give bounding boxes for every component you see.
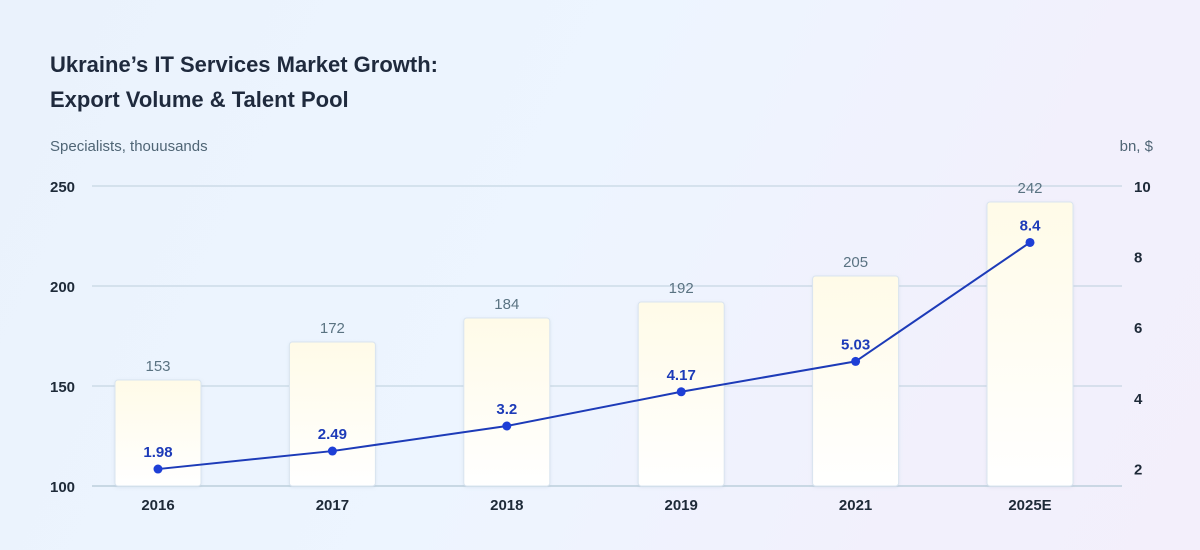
bar bbox=[463, 317, 551, 487]
gridlines bbox=[92, 185, 1122, 487]
right-tick-label: 6 bbox=[1134, 320, 1142, 337]
x-tick-label: 2016 bbox=[141, 497, 174, 514]
chart-title-line-2: Export Volume & Talent Pool bbox=[50, 87, 349, 112]
line-value-label: 3.2 bbox=[496, 401, 517, 418]
bar-value-label: 184 bbox=[494, 296, 519, 313]
export-line: 1.98 2.49 3.2 4.17 5.03 8.4 bbox=[143, 217, 1042, 474]
line-value-label: 1.98 bbox=[143, 444, 172, 461]
x-tick-label: 2025E bbox=[1008, 497, 1051, 514]
bar bbox=[986, 201, 1074, 487]
bar-value-label: 192 bbox=[669, 280, 694, 297]
line-value-label: 5.03 bbox=[841, 336, 870, 353]
left-tick-label: 150 bbox=[50, 379, 75, 396]
left-axis-ticks: 100 150 200 250 bbox=[50, 179, 75, 496]
right-axis-label: bn, $ bbox=[1119, 138, 1153, 155]
line-point bbox=[1025, 237, 1035, 247]
x-tick-label: 2019 bbox=[665, 497, 698, 514]
line-point bbox=[327, 446, 337, 456]
left-axis-label: Specialists, thouusands bbox=[50, 138, 208, 155]
line-point bbox=[502, 421, 512, 431]
line-value-label: 2.49 bbox=[318, 426, 347, 443]
bars: 153 172 184 192 205 242 bbox=[114, 180, 1074, 487]
left-tick-label: 100 bbox=[50, 479, 75, 496]
line-point bbox=[153, 464, 163, 474]
bar-value-label: 242 bbox=[1017, 180, 1042, 197]
line-point bbox=[851, 356, 861, 366]
right-axis-ticks: 2 4 6 8 10 bbox=[1134, 179, 1151, 478]
export-line-path bbox=[157, 241, 1031, 471]
line-value-label: 8.4 bbox=[1020, 217, 1042, 234]
left-tick-label: 250 bbox=[50, 179, 75, 196]
chart-title-line-1: Ukraine’s IT Services Market Growth: bbox=[50, 52, 438, 77]
line-value-label: 4.17 bbox=[667, 367, 696, 384]
x-axis-labels: 2016 2017 2018 2019 2021 2025E bbox=[141, 497, 1051, 514]
bar-value-label: 153 bbox=[145, 358, 170, 375]
line-point bbox=[676, 387, 686, 397]
right-tick-label: 8 bbox=[1134, 250, 1142, 267]
x-tick-label: 2021 bbox=[839, 497, 872, 514]
bar bbox=[288, 341, 376, 487]
right-tick-label: 10 bbox=[1134, 179, 1151, 196]
bar-value-label: 172 bbox=[320, 320, 345, 337]
left-tick-label: 200 bbox=[50, 279, 75, 296]
x-tick-label: 2017 bbox=[316, 497, 349, 514]
x-tick-label: 2018 bbox=[490, 497, 523, 514]
bar bbox=[114, 379, 202, 487]
right-tick-label: 2 bbox=[1134, 461, 1142, 478]
right-tick-label: 4 bbox=[1134, 391, 1143, 408]
bar-value-label: 205 bbox=[843, 254, 868, 271]
bar bbox=[812, 275, 900, 487]
